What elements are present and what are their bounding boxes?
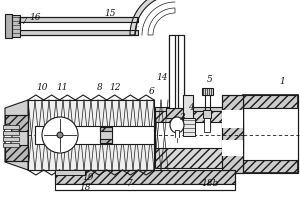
Text: 7: 7 [127, 178, 133, 188]
Bar [5, 115, 28, 161]
Bar [203, 110, 211, 118]
Bar [202, 88, 213, 95]
Bar [5, 115, 28, 131]
Bar [155, 110, 243, 168]
Bar [222, 140, 243, 156]
Bar [243, 108, 298, 160]
Bar [222, 95, 243, 173]
Bar [18, 22, 138, 30]
Bar [204, 118, 210, 132]
Bar [5, 14, 12, 38]
Text: 18: 18 [79, 184, 91, 192]
Text: 14: 14 [156, 73, 168, 82]
Circle shape [57, 132, 63, 138]
Text: 8: 8 [97, 84, 103, 92]
Bar [183, 95, 193, 125]
Bar [178, 35, 184, 113]
Bar [3, 137, 19, 141]
Bar [100, 127, 112, 143]
Bar [35, 126, 154, 144]
Bar [18, 17, 138, 22]
Polygon shape [148, 8, 175, 35]
Text: 10: 10 [36, 84, 48, 92]
Text: 18b: 18b [201, 178, 219, 188]
Bar [3, 143, 19, 147]
Bar [5, 145, 28, 161]
Bar [243, 95, 298, 173]
Ellipse shape [170, 117, 184, 133]
Bar [55, 170, 235, 184]
Text: 16: 16 [29, 14, 41, 22]
Bar [169, 35, 184, 112]
Text: 17: 17 [16, 18, 28, 26]
Text: 1: 1 [279, 77, 285, 86]
Bar [175, 130, 179, 138]
Text: 3: 3 [180, 114, 186, 122]
Bar [3, 131, 19, 135]
Bar [3, 125, 19, 129]
Bar [183, 118, 195, 136]
Bar [243, 95, 298, 108]
Text: 4: 4 [188, 102, 194, 112]
Bar [169, 35, 175, 113]
Bar [18, 30, 138, 35]
Bar [222, 110, 243, 128]
Bar [100, 127, 112, 131]
Text: 12: 12 [109, 84, 121, 92]
Bar [243, 160, 298, 173]
Polygon shape [5, 100, 28, 170]
Text: 19: 19 [82, 173, 94, 182]
Bar [100, 139, 112, 143]
Circle shape [42, 117, 78, 153]
Text: 11: 11 [56, 84, 68, 92]
Ellipse shape [4, 124, 12, 146]
Polygon shape [130, 0, 175, 35]
Bar [155, 122, 243, 148]
Bar [28, 100, 154, 170]
Bar [222, 95, 243, 173]
Bar [166, 108, 188, 118]
Bar [155, 107, 243, 111]
Text: 6: 6 [149, 88, 155, 97]
Text: 15: 15 [104, 8, 116, 18]
Text: 5: 5 [207, 75, 213, 84]
Bar [55, 184, 235, 190]
Bar [55, 170, 85, 175]
Bar [55, 170, 235, 184]
Bar [10, 15, 20, 37]
